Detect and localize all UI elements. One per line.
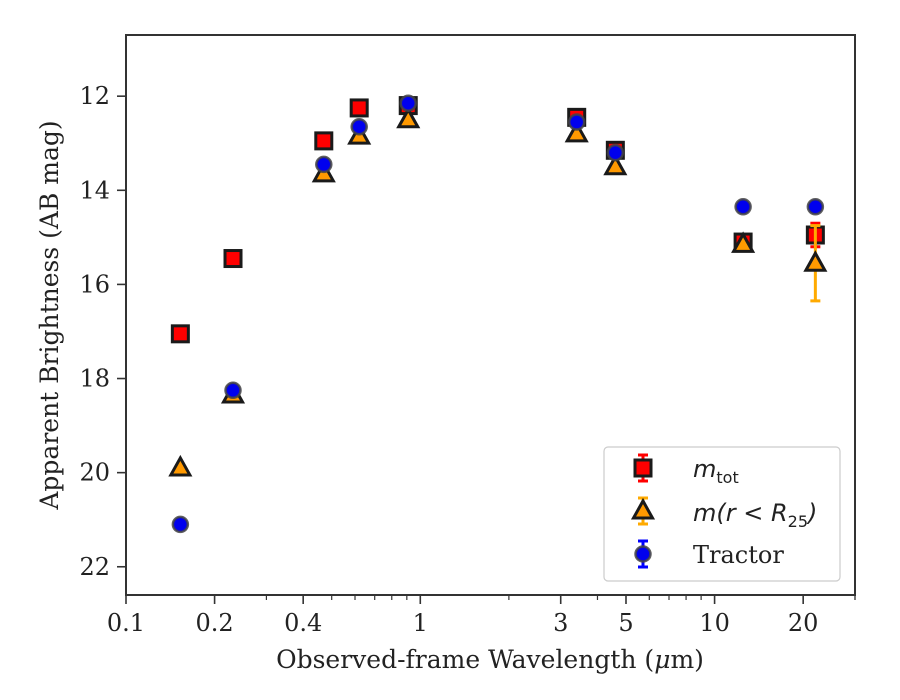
legend-marker	[630, 497, 656, 520]
legend: mtot m(r < R25) Tractor	[603, 446, 841, 582]
x-tick-label: 3	[553, 609, 568, 637]
series-triangle	[168, 106, 828, 477]
data-point	[396, 106, 421, 129]
axis-ticks: 0.1 0.2 0.4 1 3 5 10 20 12 14 16 18 20 22	[79, 82, 856, 637]
data-point	[806, 198, 825, 216]
data-point	[314, 131, 334, 151]
plot-frame	[125, 34, 856, 596]
data-point	[399, 94, 417, 112]
legend-symbol-square	[633, 453, 653, 483]
legend-symbols	[630, 453, 656, 569]
legend-marker	[633, 458, 653, 478]
x-tick-label: 20	[788, 609, 819, 637]
x-tick-label: 0.2	[196, 609, 234, 637]
legend-label-mtot: mtot	[693, 455, 739, 487]
data-point	[349, 98, 369, 118]
x-axis-title: Observed-frame Wavelength (μm)	[276, 645, 704, 674]
legend-label-m-r25: m(r < R25)	[693, 499, 817, 531]
data-point	[603, 153, 628, 176]
legend-label-tractor: Tractor	[693, 541, 784, 569]
y-tick-label: 22	[79, 553, 110, 581]
y-axis-title: Apparent Brightness (AB mag)	[35, 120, 64, 510]
data-point	[171, 515, 190, 534]
data-point	[606, 143, 625, 162]
legend-box	[603, 446, 841, 582]
data-point	[564, 120, 589, 143]
data-point	[223, 249, 243, 269]
data-point	[168, 454, 193, 477]
data-point	[731, 231, 756, 253]
y-tick-label: 16	[79, 270, 110, 298]
data-point	[350, 118, 368, 136]
x-tick-label: 5	[618, 609, 633, 637]
legend-marker	[634, 545, 652, 563]
data-point	[170, 324, 190, 344]
data-point	[803, 250, 828, 272]
data-point	[315, 155, 333, 174]
legend-symbol-triangle	[630, 496, 656, 526]
y-tick-label: 14	[79, 176, 110, 204]
y-tick-label: 12	[79, 82, 110, 110]
data-point	[734, 198, 752, 216]
data-point	[567, 113, 586, 131]
x-tick-label: 0.1	[107, 609, 145, 637]
y-tick-label: 18	[79, 365, 110, 393]
legend-symbol-circle	[634, 539, 652, 569]
x-tick-label: 0.4	[284, 609, 322, 637]
y-tick-label: 20	[79, 459, 110, 487]
data-point	[224, 381, 242, 400]
x-tick-label: 1	[413, 609, 428, 637]
data-marks	[168, 94, 828, 534]
x-tick-label: 10	[699, 609, 730, 637]
series-circle	[171, 94, 825, 534]
